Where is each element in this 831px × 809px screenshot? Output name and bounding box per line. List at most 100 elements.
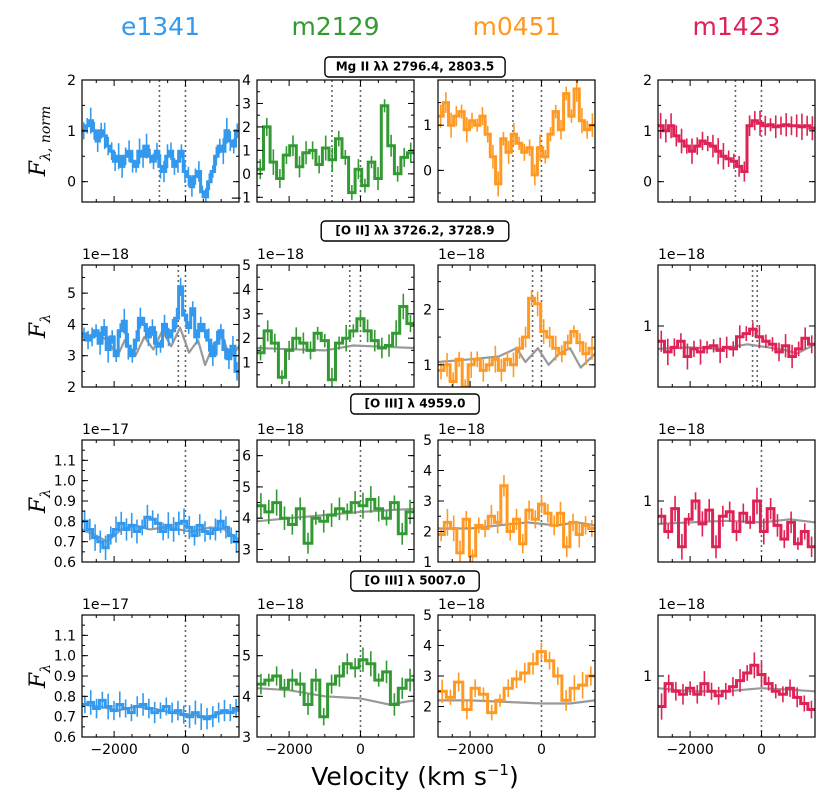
y-tick-label: 4 bbox=[242, 73, 251, 89]
x-tick-label: −2000 bbox=[90, 742, 137, 758]
panel: 3 4 5 6 1e−18 bbox=[242, 422, 415, 563]
panel-frame bbox=[81, 614, 240, 738]
spectrum-line bbox=[82, 515, 239, 550]
y-tick-label: 0.8 bbox=[54, 689, 76, 705]
y-tick-label: 0.6 bbox=[54, 555, 76, 571]
panel-plot-area bbox=[438, 440, 595, 562]
y-tick-label: 1 bbox=[643, 319, 652, 335]
y-tick-label: 0.7 bbox=[54, 710, 76, 726]
panel-frame bbox=[437, 264, 596, 388]
y-tick-label: 0.7 bbox=[54, 535, 76, 551]
line-title-box bbox=[320, 220, 510, 242]
panel-frame bbox=[437, 79, 596, 203]
line-title-box bbox=[350, 570, 480, 592]
y-tick-label: 2 bbox=[67, 380, 76, 396]
row-y-label: Fλ, norm bbox=[26, 106, 54, 177]
row-y-label-sub: λ bbox=[38, 664, 54, 674]
line-title: [O III] λ 5007.0 bbox=[365, 574, 466, 588]
line-title: Mg II λλ 2796.4, 2803.5 bbox=[336, 60, 495, 74]
y-tick-label: 1 bbox=[423, 555, 432, 571]
panel-frame bbox=[81, 264, 240, 388]
y-tick-label: 2 bbox=[643, 73, 652, 89]
y-tick-label: 4 bbox=[242, 282, 251, 298]
row-y-label-sub: λ bbox=[38, 314, 54, 324]
spectrum-line bbox=[257, 658, 414, 719]
y-tick-label: 0.9 bbox=[54, 494, 76, 510]
panel-plot-area bbox=[82, 265, 239, 387]
y-offset-label: 1e−18 bbox=[658, 422, 705, 438]
x-tick-label: 0 bbox=[181, 742, 190, 758]
y-tick-label: 0 bbox=[67, 175, 76, 191]
spectrum-line bbox=[438, 484, 595, 558]
panel: 1 2 1e−18 bbox=[423, 247, 596, 388]
y-tick-label: 1 bbox=[242, 356, 251, 372]
y-tick-label: 3 bbox=[423, 494, 432, 510]
y-offset-label: 1e−18 bbox=[658, 597, 705, 613]
y-tick-label: 1.1 bbox=[54, 628, 76, 644]
y-tick-label: 3 bbox=[242, 730, 251, 746]
y-tick-label: 4 bbox=[423, 464, 432, 480]
y-tick-label: 0.6 bbox=[54, 730, 76, 746]
y-tick-label: 2 bbox=[423, 525, 432, 541]
panel-frame bbox=[657, 264, 816, 388]
spectrum-line bbox=[438, 87, 595, 186]
y-tick-label: 5 bbox=[242, 649, 251, 665]
y-offset-label: 1e−18 bbox=[658, 247, 705, 263]
panel-plot-area bbox=[658, 265, 815, 387]
y-tick-label: 1 bbox=[423, 118, 432, 134]
y-tick-label: 0.9 bbox=[54, 669, 76, 685]
y-tick-label: 0 bbox=[643, 175, 652, 191]
row-y-label: Fλ bbox=[26, 664, 54, 689]
spectrum-line bbox=[257, 305, 414, 382]
y-offset-label: 1e−18 bbox=[438, 422, 485, 438]
panel: −2000 0 2 3 4 5 1e−18 bbox=[423, 597, 596, 758]
y-tick-label: 1 bbox=[643, 494, 652, 510]
spectrum-line bbox=[257, 104, 414, 195]
spectrum-line bbox=[82, 285, 239, 373]
spectrum-line bbox=[82, 698, 239, 721]
panel: 0 1 2 bbox=[67, 73, 240, 203]
spectrum-line bbox=[438, 296, 595, 387]
y-tick-label: 4 bbox=[242, 511, 251, 527]
spectrum-line bbox=[658, 663, 815, 711]
panel-frame bbox=[256, 439, 415, 563]
x-axis-label-sup: −1 bbox=[487, 761, 509, 779]
y-tick-label: 1 bbox=[643, 124, 652, 140]
panel-plot-area bbox=[438, 615, 595, 737]
y-tick-label: 3 bbox=[242, 307, 251, 323]
row-y-label-main: F bbox=[26, 497, 51, 514]
row-y-label: Fλ bbox=[26, 489, 54, 514]
model-fit-line bbox=[438, 347, 595, 369]
y-offset-label: 1e−18 bbox=[82, 247, 129, 263]
y-tick-label: 2 bbox=[423, 700, 432, 716]
y-tick-label: 5 bbox=[242, 258, 251, 274]
line-title-box bbox=[324, 56, 506, 78]
panel-plot-area bbox=[658, 615, 815, 737]
panel-plot-area bbox=[257, 265, 414, 387]
spectrum-line bbox=[257, 497, 414, 545]
panel: −2000 0 0.6 0.7 0.8 0.9 1.0 1.1 1e−17 bbox=[54, 597, 240, 758]
panel-frame bbox=[437, 439, 596, 563]
panel: −2000 0 1 1e−18 bbox=[643, 597, 816, 758]
line-title-box bbox=[350, 393, 480, 415]
spectrum-line bbox=[658, 499, 815, 549]
row-y-label-main: F bbox=[26, 322, 51, 339]
y-tick-label: 5 bbox=[423, 608, 432, 624]
panel-plot-area bbox=[82, 80, 239, 202]
y-tick-label: −1 bbox=[230, 190, 251, 206]
row-y-label-sub: λ, norm bbox=[38, 106, 54, 162]
panel-plot-area bbox=[658, 440, 815, 562]
y-tick-label: 1 bbox=[643, 669, 652, 685]
row-y-label-sub: λ bbox=[38, 489, 54, 499]
panel-plot-area bbox=[82, 440, 239, 562]
x-tick-label: −2000 bbox=[265, 742, 312, 758]
column-title: m2129 bbox=[292, 12, 380, 41]
panel-plot-area bbox=[82, 615, 239, 737]
y-tick-label: 0 bbox=[423, 163, 432, 179]
y-offset-label: 1e−18 bbox=[257, 422, 304, 438]
y-tick-label: 2 bbox=[242, 120, 251, 136]
panel-plot-area bbox=[438, 265, 595, 387]
line-title: [O II] λλ 3726.2, 3728.9 bbox=[335, 224, 494, 238]
panel: 2 3 4 5 1e−18 bbox=[67, 247, 240, 396]
